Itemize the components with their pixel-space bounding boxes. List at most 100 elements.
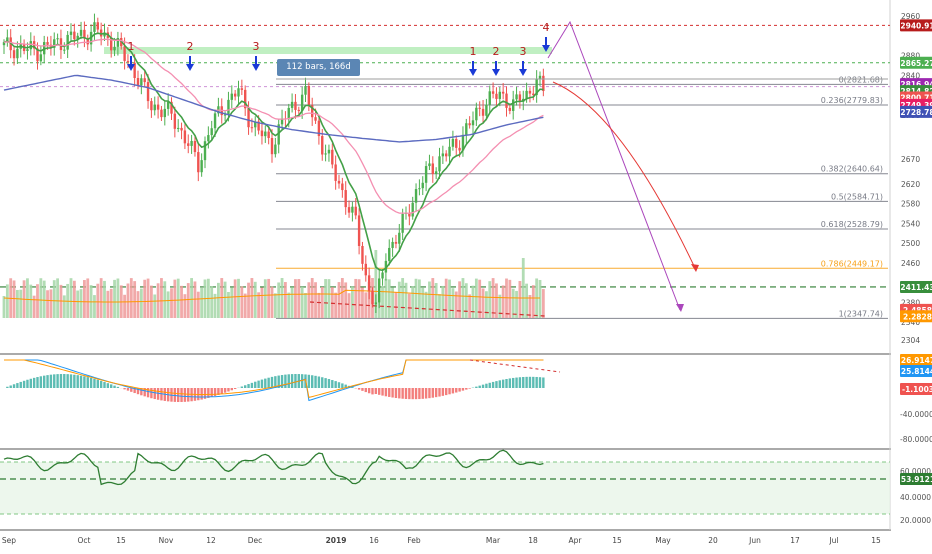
macd-histogram-bar	[16, 383, 18, 388]
candle	[160, 106, 162, 121]
candle	[261, 122, 263, 145]
volume-bar	[100, 278, 103, 318]
volume-bar	[334, 293, 337, 318]
volume-bar	[301, 287, 304, 318]
volume-bar	[130, 278, 133, 318]
candle	[479, 101, 481, 116]
macd-histogram-bar	[395, 388, 397, 398]
candle	[63, 42, 65, 54]
volume-bar	[93, 295, 96, 318]
macd-histogram-bar	[251, 383, 253, 388]
candle	[234, 90, 236, 100]
macd-histogram-bar	[103, 382, 105, 388]
macd-histogram-bar	[512, 378, 514, 388]
volume-bar	[274, 293, 277, 318]
macd-histogram-bar	[154, 388, 156, 399]
volume-bar	[53, 280, 56, 318]
volume-bar	[431, 278, 434, 318]
volume-bar	[348, 293, 351, 318]
macd-histogram-bar	[438, 388, 440, 397]
candle	[455, 135, 457, 156]
candle	[465, 119, 467, 144]
price-badge-label: 2865.27	[900, 59, 932, 68]
candle-body	[267, 132, 269, 138]
macd-histogram-bar	[267, 378, 269, 388]
volume-bar	[311, 278, 314, 318]
macd-histogram-bar	[324, 378, 326, 388]
macd-histogram-bar	[542, 377, 544, 388]
candle-body	[30, 41, 32, 49]
candle-body	[231, 94, 233, 100]
candle-body	[298, 110, 300, 111]
volume-bar	[314, 282, 317, 318]
candle-body	[351, 207, 353, 213]
volume-bar	[435, 283, 438, 318]
macd-divergence-line	[470, 360, 560, 372]
volume-bar	[244, 294, 247, 318]
candle-body	[164, 109, 166, 117]
volume-bar	[16, 290, 19, 318]
macd-histogram-bar	[422, 388, 424, 399]
volume-bar	[133, 281, 136, 318]
candle-body	[432, 163, 434, 174]
volume-bar	[331, 287, 334, 318]
candle	[33, 36, 35, 56]
candle	[345, 181, 347, 215]
candle-body	[495, 94, 497, 99]
candle-body	[13, 50, 15, 58]
candle	[338, 175, 340, 189]
candle-body	[398, 233, 400, 244]
candle	[36, 42, 38, 69]
candle-body	[442, 153, 444, 156]
candle	[324, 145, 326, 162]
candle	[294, 94, 296, 119]
volume-bar	[217, 283, 220, 318]
candle-body	[539, 76, 541, 79]
volume-bar	[86, 278, 89, 318]
candle-body	[46, 42, 48, 45]
volume-bar	[448, 280, 451, 318]
candle	[6, 29, 8, 46]
price-tick: 2670	[901, 155, 920, 164]
candle-body	[150, 101, 152, 110]
volume-bar	[254, 282, 257, 318]
candle	[264, 126, 266, 143]
macd-histogram-bar	[227, 388, 229, 392]
volume-bar	[127, 284, 130, 318]
volume-bar	[458, 281, 461, 318]
volume-bar	[472, 286, 475, 318]
candle	[442, 146, 444, 164]
candle-body	[355, 207, 357, 216]
candle-body	[345, 190, 347, 207]
volume-bar	[522, 258, 525, 318]
volume-bar	[237, 279, 240, 318]
candle	[73, 24, 75, 46]
macd-histogram-bar	[435, 388, 437, 397]
macd-histogram-bar	[117, 387, 119, 388]
volume-bar	[338, 282, 341, 318]
projection-path-red	[553, 82, 695, 268]
volume-bar	[297, 279, 300, 318]
candle-body	[154, 105, 156, 111]
volume-bar	[106, 291, 109, 318]
candle-body	[234, 94, 236, 97]
volume-bar	[351, 287, 354, 318]
candle-body	[140, 78, 142, 85]
volume-bar	[46, 290, 49, 318]
macd-histogram-bar	[475, 387, 477, 388]
volume-bar	[267, 279, 270, 318]
volume-bar	[33, 296, 36, 318]
candle-body	[113, 47, 115, 51]
time-tick: 12	[206, 536, 216, 545]
macd-histogram-bar	[452, 388, 454, 393]
candle	[177, 119, 179, 132]
macd-histogram-bar	[271, 377, 273, 388]
volume-bar	[388, 279, 391, 318]
candle	[328, 145, 330, 162]
macd-histogram-bar	[90, 378, 92, 388]
candle-body	[375, 302, 377, 304]
candle-body	[371, 291, 373, 305]
candle-body	[324, 153, 326, 154]
macd-histogram-bar	[284, 375, 286, 388]
volume-bar	[19, 290, 22, 318]
